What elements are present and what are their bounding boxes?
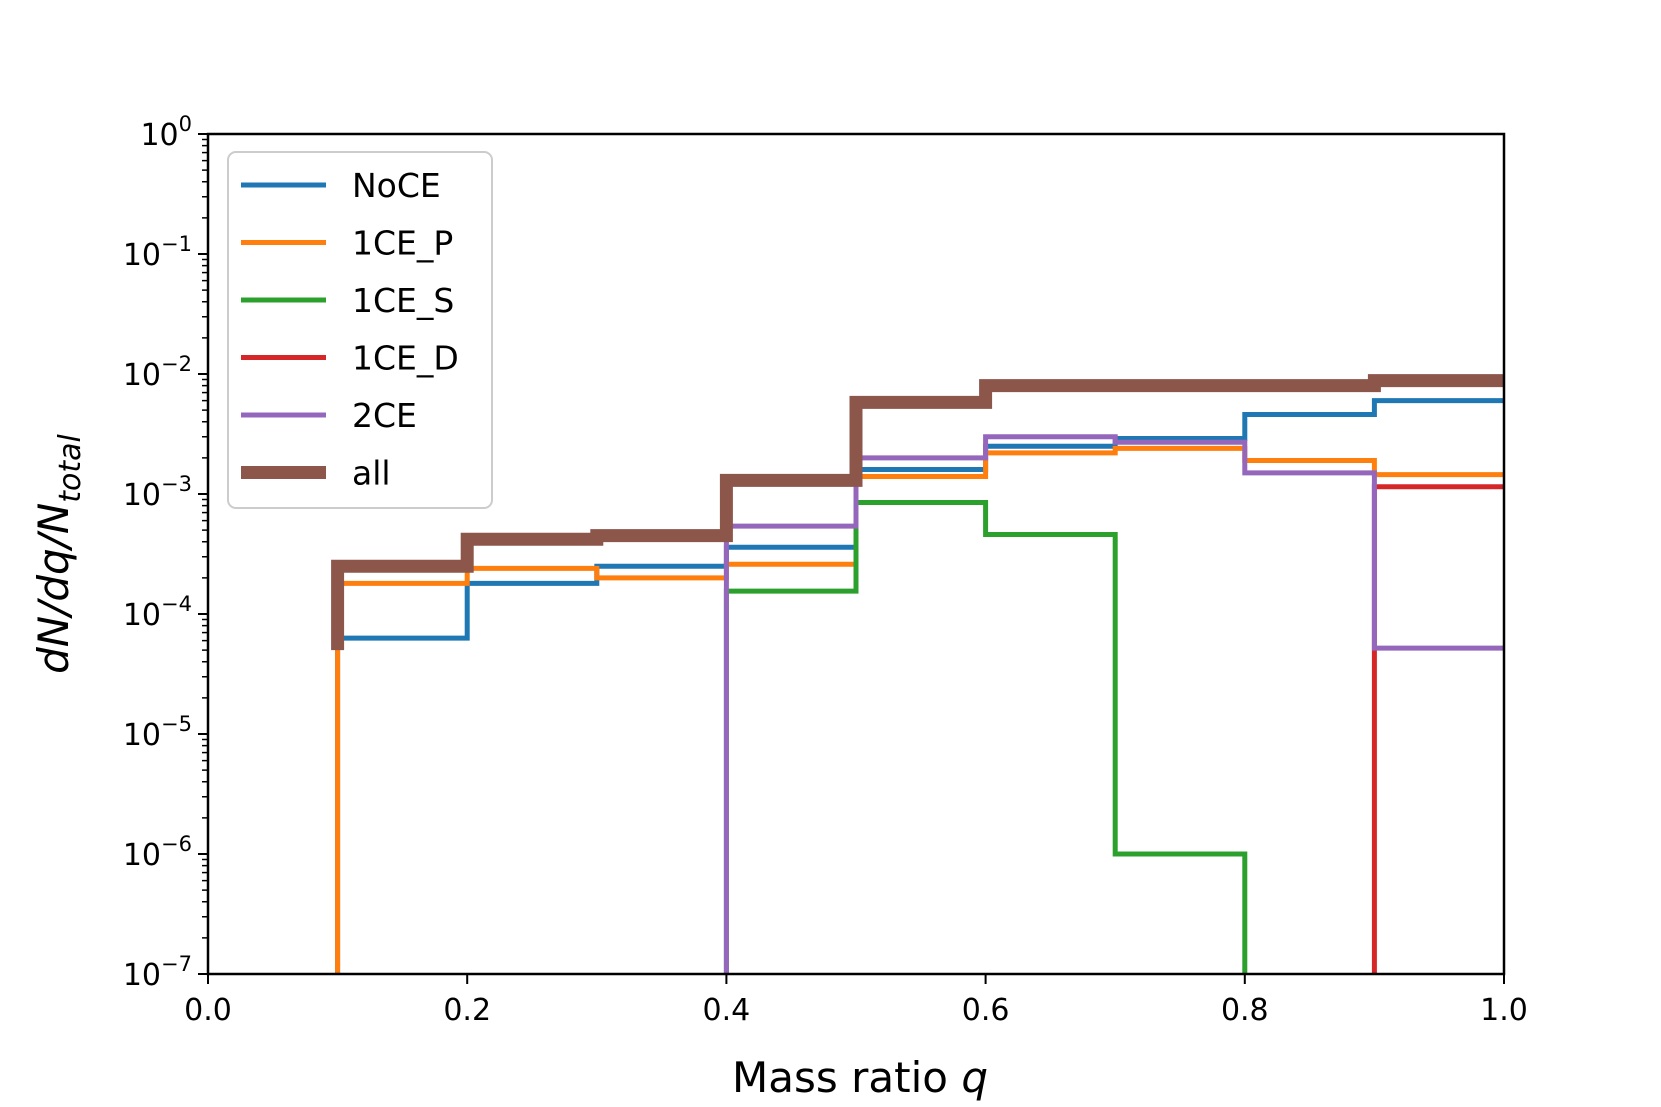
y-tick-label: 10−4 [123, 592, 192, 633]
y-tick-label: 10−3 [123, 472, 192, 513]
x-tick-label: 0.6 [962, 993, 1010, 1028]
legend-label-NoCE: NoCE [352, 166, 441, 205]
legend-label-1CE_P: 1CE_P [352, 224, 453, 263]
y-axis-title: dN/dq/Ntotal [29, 433, 88, 673]
legend-label-2CE: 2CE [352, 396, 417, 435]
legend: NoCE 1CE_P 1CE_S 1CE_D 2CE all [227, 151, 493, 509]
x-tick-label: 0.2 [443, 993, 491, 1028]
legend-label-1CE_D: 1CE_D [352, 339, 459, 378]
x-tick-label: 1.0 [1480, 993, 1528, 1028]
series-layer [331, 374, 1504, 974]
y-axis: 100 10−1 10−2 10−3 10−4 10−5 10−6 10−7 [123, 112, 208, 993]
x-axis-title: Mass ratio q [732, 1053, 988, 1102]
series-line-2CE [723, 434, 1504, 974]
x-tick-label: 0.4 [703, 993, 751, 1028]
series-line-1CE_S [723, 499, 1248, 974]
x-tick-label: 0.0 [184, 993, 232, 1028]
x-tick-label: 0.8 [1221, 993, 1269, 1028]
legend-label-1CE_S: 1CE_S [352, 281, 454, 320]
y-tick-label: 10−1 [123, 232, 192, 273]
y-tick-label: 10−2 [123, 352, 192, 393]
x-axis: 0.0 0.2 0.4 0.6 0.8 1.0 [184, 974, 1528, 1028]
plot-frame [206, 132, 1506, 976]
y-tick-label: 10−6 [123, 832, 192, 873]
y-tick-label: 10−7 [123, 952, 192, 993]
series-line-all [331, 374, 1504, 651]
legend-label-all: all [352, 454, 391, 493]
y-tick-label: 10−5 [123, 712, 192, 753]
y-tick-label: 100 [140, 112, 192, 153]
